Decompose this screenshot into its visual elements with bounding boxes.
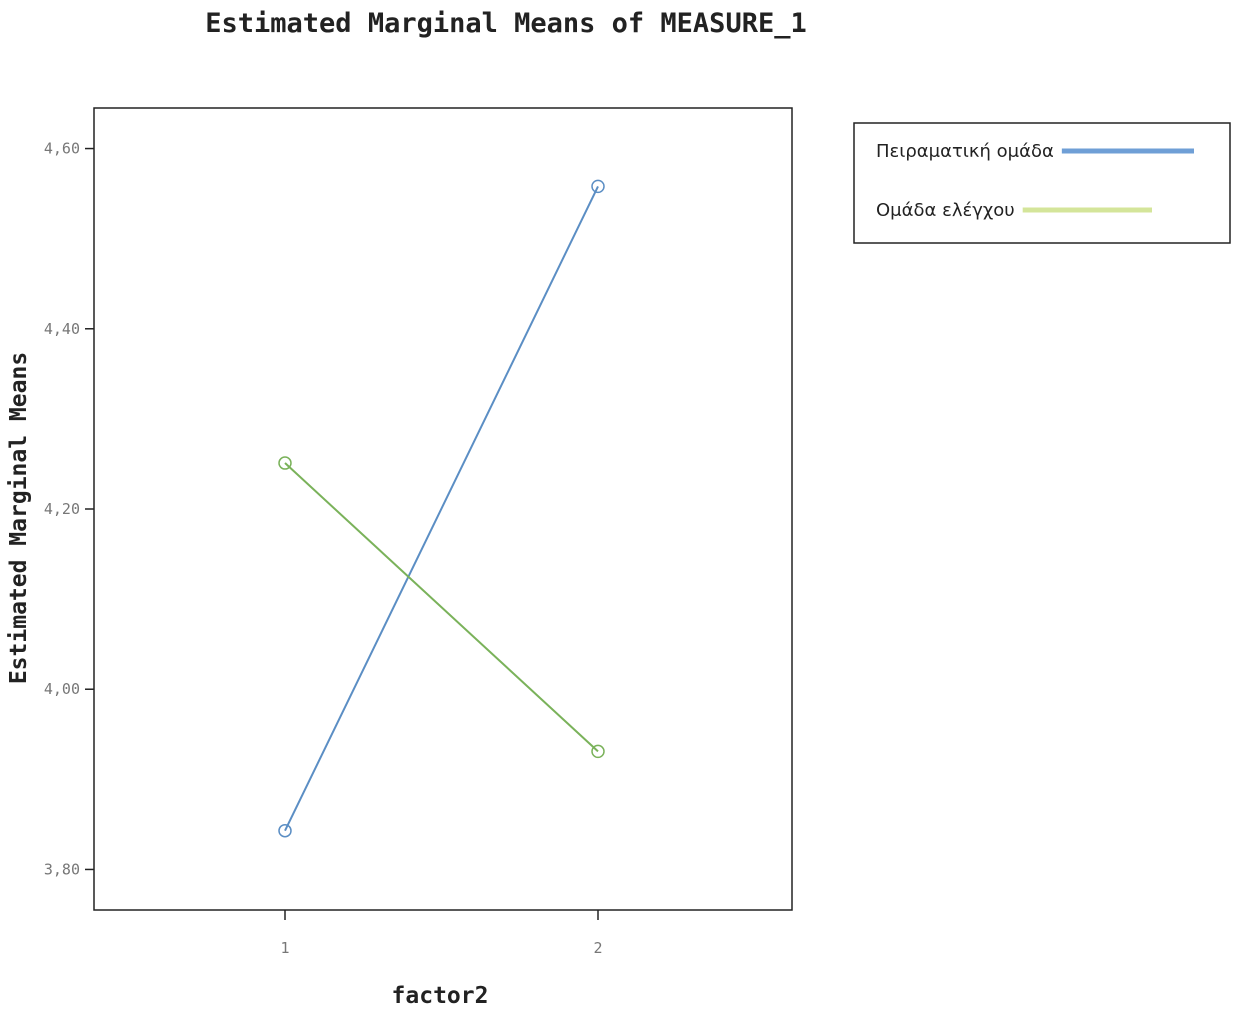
y-tick-label: 4,40 <box>44 320 80 338</box>
x-axis-label: factor2 <box>392 983 489 1009</box>
legend-box <box>853 122 1231 244</box>
series-line <box>284 462 599 753</box>
y-tick-label: 4,00 <box>44 680 80 698</box>
legend: Πειραματική ομάδα Ομάδα ελέγχου <box>853 122 1231 244</box>
data-point-marker <box>278 823 292 838</box>
series-group <box>278 179 605 838</box>
y-axis-ticks: 3,80 4,00 4,20 4,40 4,60 <box>44 140 94 878</box>
series-line <box>284 185 599 832</box>
plot-area <box>93 107 793 911</box>
y-tick-label: 4,60 <box>44 140 80 158</box>
legend-label: Πειραματική ομάδα <box>876 141 1054 162</box>
chart-title: Estimated Marginal Means of MEASURE_1 <box>205 8 806 39</box>
data-point-marker <box>278 456 292 470</box>
y-tick-label: 4,20 <box>44 500 80 518</box>
y-tick-label: 3,80 <box>44 860 80 878</box>
y-axis-label: Estimated Marginal Means <box>6 352 32 684</box>
legend-label: Ομάδα ελέγχου <box>876 200 1015 221</box>
data-point-marker <box>591 179 605 194</box>
data-point-marker <box>591 744 605 759</box>
legend-items: Πειραματική ομάδα Ομάδα ελέγχου <box>876 141 1194 221</box>
x-tick-label: 1 <box>280 939 289 957</box>
x-tick-label: 2 <box>593 939 602 957</box>
